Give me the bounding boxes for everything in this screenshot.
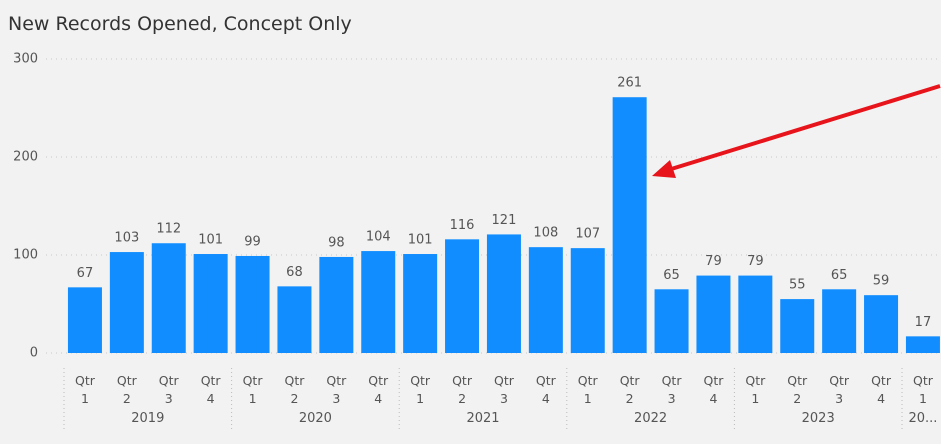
- value-label: 55: [789, 278, 806, 293]
- x-tick-label: Qtr 3: [661, 373, 682, 406]
- annotation-arrowhead: [652, 160, 676, 178]
- bar: [486, 234, 521, 353]
- x-tick-label: Qtr 3: [158, 373, 179, 406]
- x-tick-label: Qtr 1: [745, 373, 766, 406]
- value-label: 108: [533, 226, 558, 241]
- x-tick-label: Qtr 2: [452, 373, 472, 406]
- value-label: 79: [747, 254, 764, 269]
- bar: [319, 256, 354, 353]
- value-label: 65: [831, 268, 848, 283]
- bar: [696, 275, 731, 353]
- chart-title: New Records Opened, Concept Only: [8, 13, 352, 35]
- x-tick-label: Qtr 4: [368, 373, 389, 406]
- x-tick-label: Qtr 3: [829, 373, 850, 406]
- value-label: 68: [286, 265, 303, 280]
- bar: [445, 239, 480, 353]
- bar: [151, 243, 186, 353]
- bar: [738, 275, 773, 353]
- x-tick-label: Qtr 1: [242, 373, 263, 406]
- y-tick-label: 300: [13, 52, 38, 67]
- bar: [361, 251, 396, 353]
- value-label: 121: [492, 213, 517, 228]
- x-tick-label: Qtr 2: [787, 373, 808, 406]
- x-tick-label: Qtr 2: [284, 373, 305, 406]
- bar: [822, 289, 857, 353]
- x-tick-label: Qtr 1: [74, 373, 95, 406]
- y-tick-label: 200: [13, 150, 38, 165]
- bar: [109, 252, 144, 353]
- x-tick-label: Qtr 4: [703, 373, 724, 406]
- bar: [905, 336, 940, 353]
- value-label: 112: [156, 222, 181, 237]
- bar: [654, 289, 689, 353]
- bar: [403, 254, 438, 353]
- x-tick-label: Qtr 4: [871, 373, 891, 406]
- y-tick-label: 0: [30, 346, 38, 361]
- value-label: 104: [366, 230, 391, 245]
- value-label: 101: [198, 233, 223, 248]
- x-tick-label: Qtr 4: [200, 373, 221, 406]
- x-tick-label: Qtr 1: [577, 373, 598, 406]
- value-label: 65: [663, 268, 680, 283]
- bar: [193, 254, 228, 353]
- value-label: 101: [408, 233, 433, 248]
- value-label: 261: [617, 76, 642, 91]
- x-tick-label: Qtr 3: [326, 373, 347, 406]
- x-group-label: 20...: [908, 411, 938, 426]
- x-group-label: 2019: [131, 411, 165, 426]
- x-group-label: 2022: [634, 411, 668, 426]
- bar: [277, 286, 312, 353]
- value-label: 103: [114, 231, 139, 246]
- value-label: 98: [328, 235, 345, 250]
- bar: [235, 255, 270, 353]
- value-label: 79: [705, 254, 722, 269]
- x-group-label: 2020: [298, 411, 332, 426]
- x-tick-label: Qtr 1: [912, 373, 933, 406]
- x-tick-label: Qtr 3: [493, 373, 514, 406]
- bar: [570, 248, 605, 353]
- y-tick-label: 100: [13, 248, 38, 263]
- bar: [612, 97, 647, 353]
- x-tick-label: Qtr 2: [116, 373, 137, 406]
- x-tick-label: Qtr 4: [535, 373, 556, 406]
- value-label: 59: [873, 274, 890, 289]
- bar: [528, 247, 563, 353]
- x-tick-label: Qtr 2: [619, 373, 640, 406]
- value-label: 116: [450, 218, 475, 233]
- value-label: 67: [77, 266, 94, 281]
- value-label: 99: [244, 234, 261, 249]
- bar: [67, 287, 102, 353]
- annotation-arrow: [667, 84, 941, 172]
- x-tick-label: Qtr 1: [410, 373, 431, 406]
- value-label: 17: [915, 315, 932, 330]
- bar: [780, 299, 815, 353]
- bar: [864, 295, 899, 353]
- value-label: 107: [575, 227, 600, 242]
- x-group-label: 2023: [801, 411, 835, 426]
- x-group-label: 2021: [466, 411, 500, 426]
